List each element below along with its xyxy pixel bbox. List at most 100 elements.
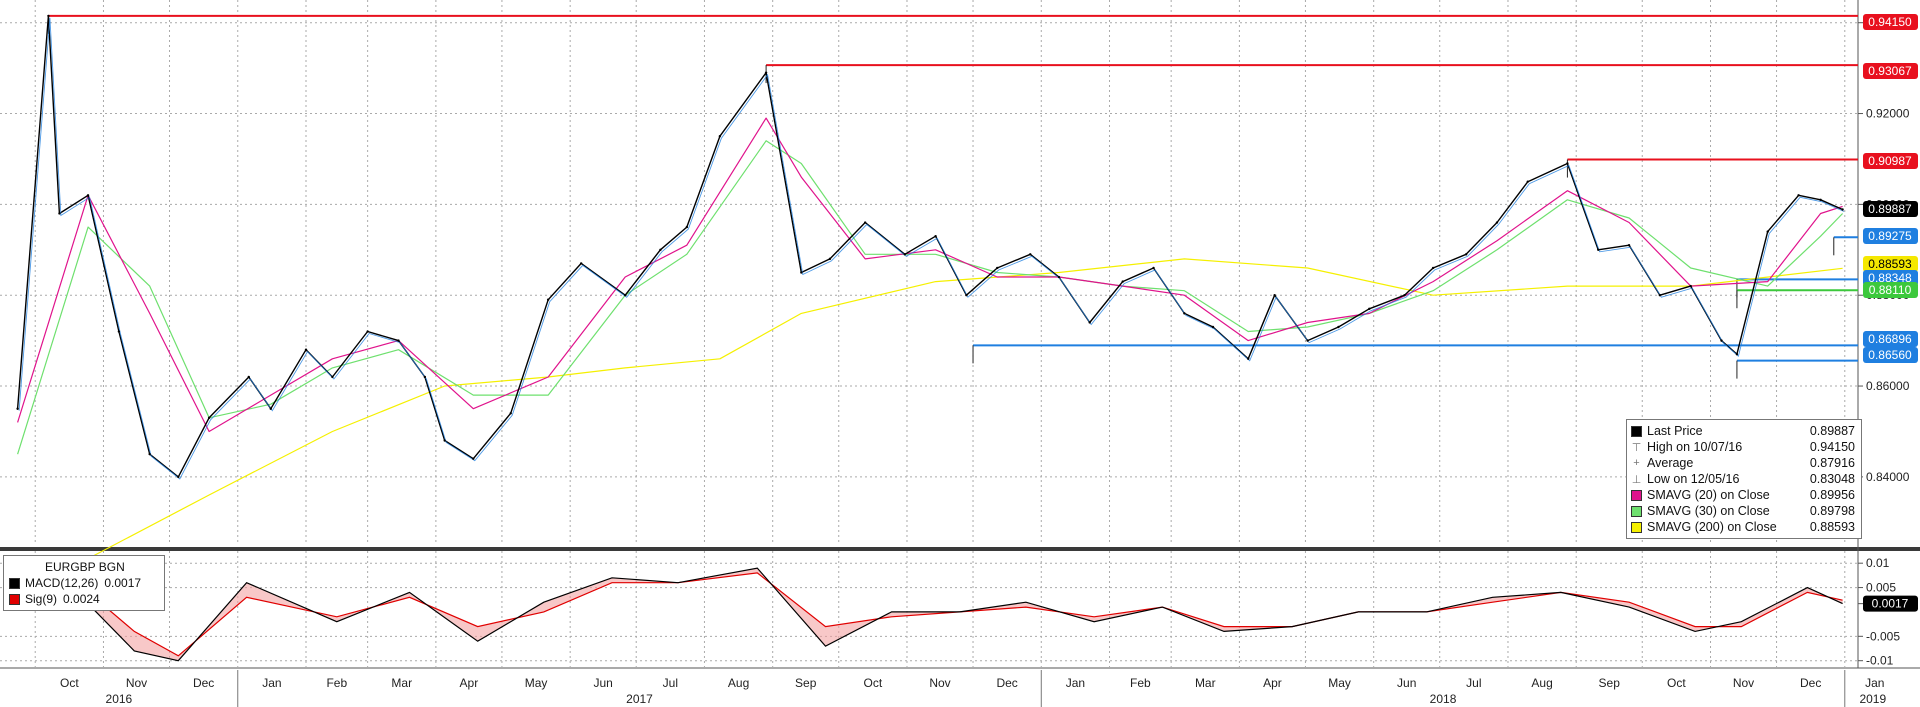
legend-label: Sig(9) (25, 592, 58, 606)
price-point (800, 271, 803, 274)
legend-swatch-icon (1631, 489, 1642, 501)
price-point (1526, 180, 1529, 183)
legend-value: 0.88593 (1809, 520, 1855, 534)
legend-label: Average (1647, 456, 1694, 470)
x-tick-label: Jun (1397, 676, 1416, 690)
price-tag (1863, 347, 1918, 363)
legend-swatch-icon (1631, 521, 1642, 533)
x-tick-label: Apr (460, 676, 479, 690)
legend-label: MACD(12,26) (25, 576, 99, 590)
macd-tick-label: 0.005 (1866, 581, 1896, 595)
x-tick-label: Jan (1066, 676, 1085, 690)
x-tick-label: Sep (795, 676, 817, 690)
price-tag-label: 0.86560 (1868, 348, 1912, 362)
price-point (47, 14, 50, 18)
price-point (996, 266, 999, 270)
main-legend-row: ⊥ Low on 12/05/16 0.83048 (1631, 471, 1855, 487)
y-tick-label: 0.86000 (1866, 379, 1910, 393)
legend-label: High on 10/07/16 (1647, 440, 1743, 454)
price-point (828, 257, 832, 261)
x-tick-label: Jul (663, 676, 678, 690)
price-tag-label: 0.94150 (1868, 15, 1912, 29)
main-legend-row: SMAVG (200) on Close 0.88593 (1631, 519, 1855, 535)
legend-label: Low on 12/05/16 (1647, 472, 1740, 486)
price-point (397, 339, 400, 342)
price-tag-label: 0.88348 (1868, 271, 1912, 285)
x-tick-label: Oct (864, 676, 883, 690)
legend-value: 0.94150 (1809, 440, 1855, 454)
x-tick-label: Nov (929, 676, 950, 690)
price-point (685, 225, 689, 229)
macd-tick-label: -0.005 (1866, 629, 1900, 643)
x-tick-label: Dec (1800, 676, 1821, 690)
price-point (1306, 339, 1309, 342)
x-tick-label: Mar (1195, 676, 1216, 690)
price-point (624, 294, 627, 297)
x-tick-label: Aug (1531, 676, 1552, 690)
price-point (1088, 321, 1091, 324)
legend-value: 0.89956 (1809, 488, 1855, 502)
price-point (1627, 244, 1631, 247)
price-tag (1863, 228, 1918, 244)
price-point (86, 194, 90, 197)
macd-tick-label: -0.01 (1866, 654, 1894, 668)
legend-value: 0.83048 (1809, 472, 1855, 486)
x-tick-label: Aug (728, 676, 749, 690)
price-point (1121, 280, 1124, 283)
price-point (1152, 266, 1155, 270)
price-tag-label: 0.88110 (1869, 283, 1912, 297)
price-point (16, 407, 19, 410)
legend-swatch-icon (1631, 425, 1642, 437)
legend-value: 0.87916 (1809, 456, 1855, 470)
x-tick-label: Apr (1263, 676, 1282, 690)
price-point (443, 439, 446, 442)
price-tag (1863, 63, 1918, 79)
price-point (1566, 162, 1569, 165)
price-tag (1863, 201, 1918, 217)
price-point (1211, 325, 1215, 329)
price-point (148, 452, 151, 456)
x-tick-label: Nov (126, 676, 147, 690)
sma-line (87, 258, 1843, 560)
legend-value: 0.89887 (1809, 424, 1855, 438)
legend-glyph-icon: ⊥ (1631, 473, 1642, 486)
price-tag (1863, 282, 1918, 298)
price-point (934, 234, 937, 238)
price-point (509, 412, 512, 415)
x-tick-label: Oct (1667, 676, 1686, 690)
macd-legend-row: Sig(9) 0.0024 (9, 591, 159, 607)
x-tick-label: Sep (1599, 676, 1621, 690)
legend-glyph-icon: ⊤ (1631, 441, 1642, 454)
x-tick-label: Jan (1865, 676, 1884, 690)
price-point (117, 330, 121, 333)
price-point (1337, 325, 1340, 329)
legend-swatch-icon (9, 577, 20, 589)
price-tag (1863, 331, 1918, 347)
price-point (1495, 221, 1499, 224)
price-point (472, 457, 475, 460)
price-point (965, 294, 968, 297)
price-point (269, 407, 272, 410)
x-tick-label: Oct (60, 676, 79, 690)
price-point (1273, 294, 1276, 297)
price-point (1819, 198, 1822, 202)
x-tick-label: May (1328, 676, 1351, 690)
price-point (1797, 194, 1800, 197)
price-point (304, 348, 308, 351)
price-point (659, 248, 662, 251)
price-point (1766, 230, 1769, 233)
legend-label: SMAVG (200) on Close (1647, 520, 1777, 534)
x-year-label: 2019 (1859, 692, 1886, 706)
last-price-shadow (18, 17, 1845, 480)
macd-legend-row: MACD(12,26) 0.0017 (9, 575, 159, 591)
macd-line (10, 567, 1843, 662)
price-point (903, 253, 906, 256)
price-tag-label: 0.88593 (1868, 257, 1912, 271)
price-point (1403, 294, 1406, 297)
x-year-label: 2016 (106, 692, 133, 706)
price-tag-label: 0.89275 (1868, 229, 1912, 243)
price-point (1841, 208, 1844, 211)
legend-swatch-icon (9, 593, 20, 605)
legend-value: 0.0017 (104, 576, 142, 590)
legend-label: SMAVG (20) on Close (1647, 488, 1770, 502)
